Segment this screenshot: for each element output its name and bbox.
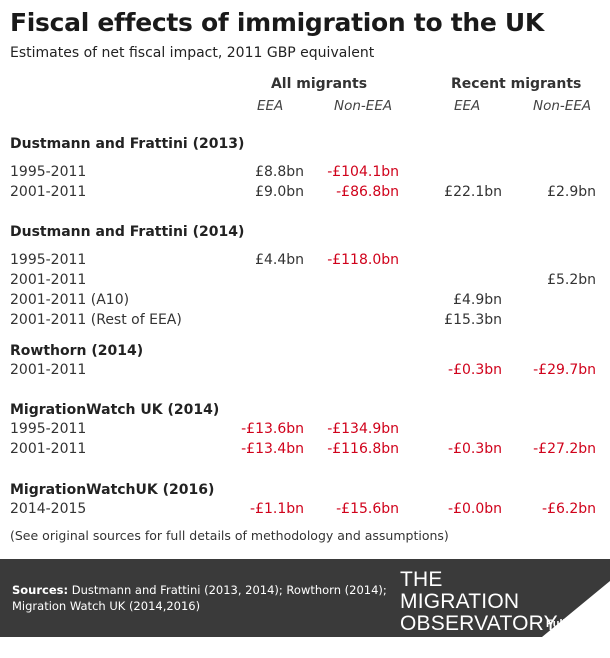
full-fact-logo-icon: [542, 581, 610, 637]
value-recent-eea: -£0.0bn: [448, 501, 502, 517]
footer: Sources: Dustmann and Frattini (2013, 20…: [0, 559, 610, 651]
row-label: 1995-2011: [10, 164, 87, 180]
value-all-non-eea: -£86.8bn: [336, 184, 399, 200]
logo-line-2: MIGRATION: [400, 590, 520, 613]
sources-line-1: Dustmann and Frattini (2013, 2014); Rowt…: [68, 583, 387, 597]
row-label: 2014-2015: [10, 501, 87, 517]
subheader-recent-eea: EEA: [454, 98, 481, 114]
group-header-recent-migrants: Recent migrants: [451, 76, 582, 92]
row-label: 1995-2011: [10, 421, 87, 437]
logo-line-3: OBSERVATORY: [400, 612, 558, 635]
value-recent-eea: -£0.3bn: [448, 362, 502, 378]
page-title: Fiscal effects of immigration to the UK: [10, 8, 545, 37]
value-recent-non-eea: -£6.2bn: [542, 501, 596, 517]
value-all-non-eea: -£104.1bn: [327, 164, 399, 180]
subheader-all-eea: EEA: [257, 98, 284, 114]
subheader-recent-non-eea: Non-EEA: [533, 98, 592, 114]
value-all-non-eea: -£116.8bn: [327, 441, 399, 457]
value-all-eea: £9.0bn: [255, 184, 304, 200]
row-label: 2001-2011: [10, 184, 87, 200]
value-recent-non-eea: -£27.2bn: [533, 441, 596, 457]
section-heading: Dustmann and Frattini (2014): [10, 224, 245, 240]
full-fact-logo-text: Full Fact: [546, 618, 592, 630]
sources-line-2: Migration Watch UK (2014,2016): [12, 599, 201, 613]
sources-text: Sources: Dustmann and Frattini (2013, 20…: [12, 582, 392, 614]
value-all-eea: -£13.4bn: [241, 441, 304, 457]
logo-line-1: THE: [400, 568, 443, 591]
methodology-note: (See original sources for full details o…: [10, 528, 449, 543]
sources-label: Sources:: [12, 583, 69, 597]
row-label: 2001-2011: [10, 441, 87, 457]
value-all-non-eea: -£118.0bn: [327, 252, 399, 268]
value-recent-non-eea: £5.2bn: [547, 272, 596, 288]
section-heading: MigrationWatchUK (2016): [10, 482, 215, 498]
value-all-eea: £4.4bn: [255, 252, 304, 268]
section-heading: Rowthorn (2014): [10, 343, 144, 359]
value-recent-non-eea: -£29.7bn: [533, 362, 596, 378]
value-recent-non-eea: £2.9bn: [547, 184, 596, 200]
value-all-eea: -£13.6bn: [241, 421, 304, 437]
value-all-non-eea: -£15.6bn: [336, 501, 399, 517]
section-heading: Dustmann and Frattini (2013): [10, 136, 245, 152]
value-recent-eea: £4.9bn: [453, 292, 502, 308]
value-all-eea: £8.8bn: [255, 164, 304, 180]
logo-small-text: AT THE UNIVERSITY OF OXFORD: [400, 642, 536, 651]
value-all-eea: -£1.1bn: [250, 501, 304, 517]
page-subtitle: Estimates of net fiscal impact, 2011 GBP…: [10, 45, 375, 61]
group-header-all-migrants: All migrants: [270, 76, 368, 92]
row-label: 1995-2011: [10, 252, 87, 268]
row-label: 2001-2011 (Rest of EEA): [10, 312, 182, 328]
subheader-all-non-eea: Non-EEA: [334, 98, 393, 114]
row-label: 2001-2011: [10, 362, 87, 378]
value-all-non-eea: -£134.9bn: [327, 421, 399, 437]
row-label: 2001-2011: [10, 272, 87, 288]
row-label: 2001-2011 (A10): [10, 292, 130, 308]
value-recent-eea: £15.3bn: [444, 312, 502, 328]
value-recent-eea: -£0.3bn: [448, 441, 502, 457]
section-heading: MigrationWatch UK (2014): [10, 402, 220, 418]
value-recent-eea: £22.1bn: [444, 184, 502, 200]
